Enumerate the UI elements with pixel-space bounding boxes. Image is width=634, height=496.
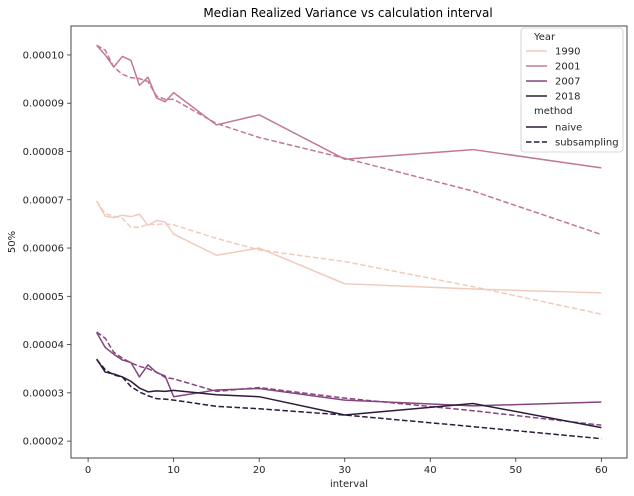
plot-frame: [70, 25, 628, 459]
legend-label-2018: 2018: [555, 92, 580, 103]
x-tick-label: 10: [167, 465, 180, 476]
x-tick-label: 0: [85, 465, 91, 476]
y-tick-label: 0.00009: [23, 99, 64, 110]
x-tick-label: 60: [595, 465, 608, 476]
legend-label-2007: 2007: [555, 77, 580, 88]
x-axis: 0 10 20 30 40 50 60: [85, 458, 608, 476]
y-axis: 0.00002 0.00003 0.00004 0.00005 0.00006 0.000…: [23, 50, 71, 448]
legend-years: 1990 2001 2007 2018: [526, 47, 580, 103]
legend-label-subsampling: subsampling: [555, 138, 619, 149]
x-tick-label: 20: [253, 465, 266, 476]
x-tick-label: 30: [338, 465, 351, 476]
y-axis-title: 50%: [7, 231, 18, 253]
y-tick-label: 0.00002: [23, 437, 64, 448]
y-tick-label: 0.00008: [23, 147, 64, 158]
y-tick-label: 0.00007: [23, 195, 64, 206]
legend: Year 1990 2001 2007 2018 method naive subsam…: [520, 27, 624, 153]
legend-methods: naive subsampling: [526, 123, 619, 149]
x-axis-title: interval: [330, 479, 368, 490]
series-line-1990-subsampling: [96, 200, 602, 315]
y-tick-label: 0.00010: [23, 50, 64, 61]
plot-lines: [96, 44, 602, 440]
legend-label-1990: 1990: [555, 47, 580, 58]
y-tick-label: 0.00003: [23, 388, 64, 399]
series-line-2007-subsampling: [96, 331, 602, 426]
legend-title-method: method: [534, 106, 573, 117]
series-line-2018-subsampling: [96, 359, 602, 440]
x-tick-label: 50: [509, 465, 522, 476]
y-tick-label: 0.00005: [23, 292, 64, 303]
legend-label-naive: naive: [555, 123, 582, 134]
legend-label-2001: 2001: [555, 62, 580, 73]
y-tick-label: 0.00006: [23, 244, 64, 255]
y-tick-label: 0.00004: [23, 340, 64, 351]
legend-box: [520, 27, 624, 153]
legend-title-year: Year: [533, 32, 556, 43]
chart-title: Median Realized Variance vs calculation …: [203, 6, 492, 20]
x-tick-label: 40: [424, 465, 437, 476]
series-line-2001-naive: [96, 44, 602, 169]
series-line-2001-subsampling: [96, 44, 602, 236]
